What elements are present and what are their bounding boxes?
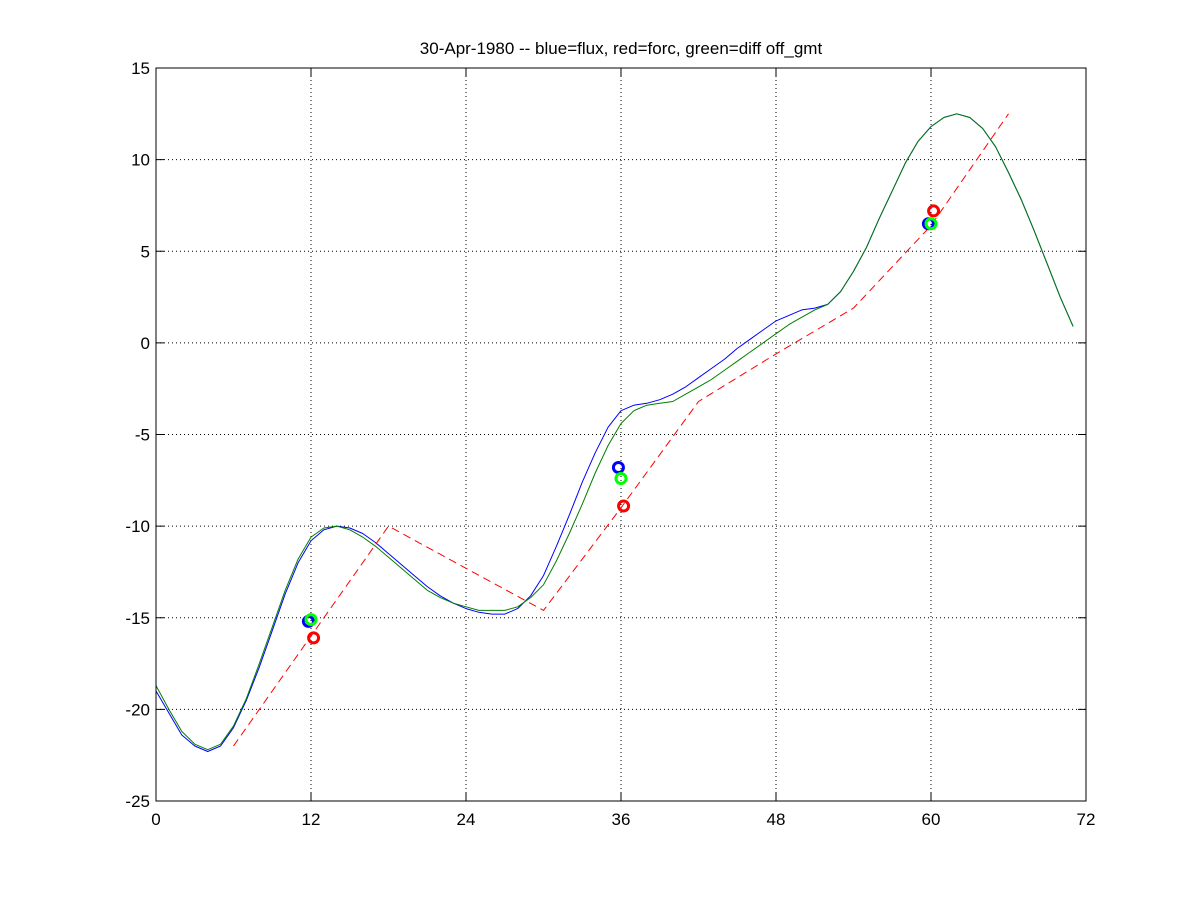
y-tick-labels: -25 -20 -15 -10 -5 0 5 10 15: [125, 59, 150, 811]
tick-marks: [155, 67, 1087, 802]
data-marker: [927, 204, 941, 218]
y-tick-label: -10: [125, 517, 150, 536]
x-tick-label: 0: [151, 810, 160, 829]
y-tick-label: -25: [125, 792, 150, 811]
marker-layer: [301, 204, 941, 645]
x-tick-label: 36: [612, 810, 631, 829]
chart-title: 30-Apr-1980 -- blue=flux, red=forc, gree…: [420, 39, 823, 58]
y-tick-label: -5: [135, 426, 150, 445]
grid-lines: [156, 68, 1086, 801]
x-tick-label: 72: [1077, 810, 1096, 829]
y-tick-label: -20: [125, 700, 150, 719]
data-marker: [304, 613, 318, 627]
series-line-2: [155, 113, 1074, 751]
series-layer: [155, 113, 1074, 752]
data-marker: [924, 217, 938, 231]
data-marker: [614, 471, 628, 485]
y-tick-label: 0: [141, 334, 150, 353]
series-line-3: [233, 113, 1009, 747]
data-marker: [611, 460, 625, 474]
x-tick-label: 24: [457, 810, 476, 829]
data-marker: [307, 631, 321, 645]
y-tick-label: 15: [131, 59, 150, 78]
x-tick-label: 48: [767, 810, 786, 829]
data-marker: [617, 499, 631, 513]
y-tick-label: 10: [131, 151, 150, 170]
x-tick-labels: 0 12 24 36 48 60 72: [151, 810, 1095, 829]
y-tick-label: 5: [141, 242, 150, 261]
x-tick-label: 60: [922, 810, 941, 829]
x-tick-label: 12: [302, 810, 321, 829]
y-tick-label: -15: [125, 609, 150, 628]
